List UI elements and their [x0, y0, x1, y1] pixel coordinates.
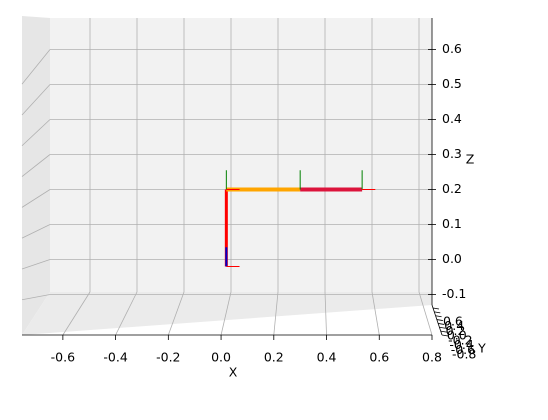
- y-tick: [438, 323, 445, 325]
- z-tick-label: 0.1: [442, 216, 462, 231]
- floor-pane: [22, 292, 432, 335]
- x-label: X: [229, 365, 238, 380]
- y-tick: [441, 334, 449, 337]
- y-tick-label: 0.0: [447, 328, 467, 343]
- grid-line: [21, 84, 51, 116]
- grid-line: [418, 291, 433, 336]
- grid-line: [220, 291, 232, 336]
- grid-line: [21, 294, 51, 301]
- grid-line: [21, 119, 51, 147]
- x-tick-label: 0.8: [422, 350, 442, 365]
- x-tick-label: 0.4: [317, 350, 337, 365]
- z-tick-label: 0.0: [442, 251, 462, 266]
- back-pane: [50, 18, 432, 292]
- y-tick-label: 0.2: [446, 323, 466, 338]
- x-tick-label: 0.0: [211, 350, 231, 365]
- y-tick-label: -0.8: [452, 347, 476, 362]
- y-label: Y: [477, 341, 486, 356]
- y-tick: [435, 315, 442, 318]
- y-tick-label: 0.6: [443, 314, 463, 329]
- y-tick: [432, 307, 440, 310]
- z-tick-label: 0.4: [442, 111, 462, 126]
- x-tick-label: 0.2: [264, 350, 284, 365]
- x-tick-label: -0.6: [51, 350, 75, 365]
- y-tick: [439, 326, 446, 329]
- x-tick-label: 0.6: [369, 350, 389, 365]
- grid-line: [21, 224, 51, 239]
- grid-line: [371, 291, 380, 336]
- grid-line: [167, 291, 185, 336]
- z-tick-label: 0.2: [442, 181, 462, 196]
- z-label: Z: [466, 152, 475, 167]
- grid-line: [115, 291, 138, 336]
- z-tick-label: 0.5: [442, 76, 462, 91]
- x-tick-label: -0.2: [156, 350, 180, 365]
- grid-line: [21, 154, 51, 177]
- grid-line: [62, 291, 91, 336]
- y-tick-label: -0.6: [451, 342, 475, 357]
- y-tick: [434, 311, 441, 314]
- z-tick-label: 0.3: [442, 146, 462, 161]
- z-tick-label: -0.1: [442, 286, 466, 301]
- grid-line: [324, 291, 327, 336]
- x-tick-label: -0.4: [103, 350, 127, 365]
- y-tick: [436, 319, 443, 321]
- grid-line: [21, 49, 51, 85]
- z-tick-label: 0.6: [442, 41, 462, 56]
- grid-line: [21, 259, 51, 270]
- y-tick-label: -0.2: [448, 332, 472, 347]
- y-tick-label: -0.4: [449, 337, 473, 352]
- grid-line: [273, 291, 279, 336]
- grid-line: [21, 189, 51, 208]
- y-tick: [440, 330, 447, 333]
- y-tick-label: 0.4: [444, 318, 464, 333]
- side-pane: [22, 16, 50, 335]
